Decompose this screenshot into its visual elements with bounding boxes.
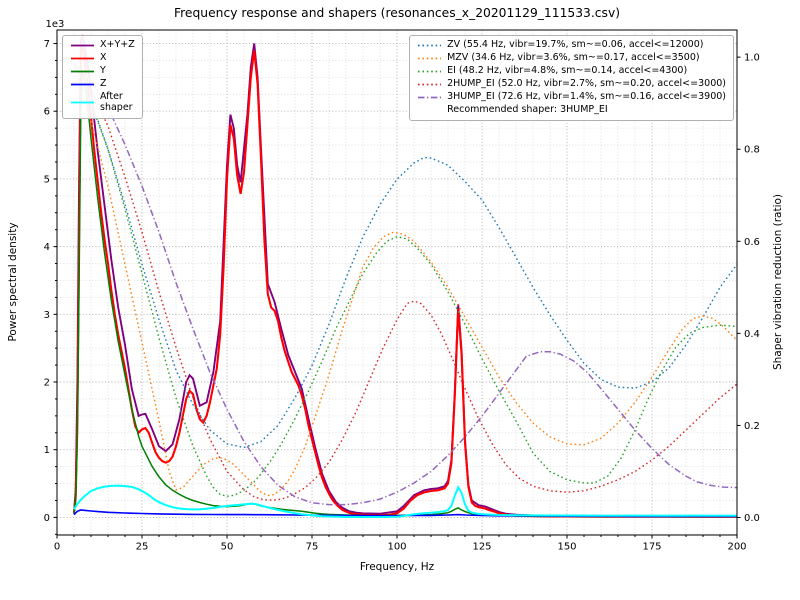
tick-label: 2 bbox=[44, 378, 50, 389]
tick-label: 0 bbox=[44, 513, 50, 524]
tick-label: 3 bbox=[44, 310, 50, 321]
tick-label: 100 bbox=[387, 542, 406, 553]
legend-item: X+Y+Z bbox=[70, 39, 135, 51]
series-z bbox=[73, 509, 737, 518]
y-axis-label-right: Shaper vibration reduction (ratio) bbox=[772, 194, 784, 370]
tick-label: 0 bbox=[54, 542, 60, 553]
tick-label: 75 bbox=[306, 542, 319, 553]
tick-marks bbox=[53, 43, 741, 539]
legend-item-label: X+Y+Z bbox=[100, 39, 135, 51]
series-after-shaper bbox=[73, 484, 737, 518]
series-zv bbox=[73, 63, 737, 449]
legend-line-sample bbox=[71, 57, 94, 60]
legend-item: MZV (34.6 Hz, vibr=3.6%, sm~=0.17, accel… bbox=[417, 52, 726, 64]
legend-item: Z bbox=[70, 78, 135, 90]
legend-item: 2HUMP_EI (52.0 Hz, vibr=2.7%, sm~=0.20, … bbox=[417, 78, 726, 90]
series-mzv bbox=[73, 75, 737, 497]
tick-label: 6 bbox=[44, 107, 50, 118]
legend-line-sample bbox=[418, 83, 442, 86]
legend-line-sample bbox=[418, 57, 442, 60]
legend-item-label: Z bbox=[100, 78, 107, 90]
series-2hump-ei bbox=[73, 65, 737, 501]
x-axis-label: Frequency, Hz bbox=[359, 561, 435, 573]
legend-line-sample bbox=[71, 102, 94, 104]
tick-label: 0.2 bbox=[744, 421, 760, 432]
legend-item: 3HUMP_EI (72.6 Hz, vibr=1.4%, sm~=0.16, … bbox=[417, 91, 726, 103]
legend-shapers: ZV (55.4 Hz, vibr=19.7%, sm~=0.06, accel… bbox=[409, 35, 734, 121]
legend-line-sample bbox=[418, 44, 442, 47]
tick-label: 150 bbox=[557, 542, 576, 553]
legend-item-label: 3HUMP_EI (72.6 Hz, vibr=1.4%, sm~=0.16, … bbox=[447, 91, 726, 103]
legend-item-label: ZV (55.4 Hz, vibr=19.7%, sm~=0.06, accel… bbox=[447, 39, 704, 51]
legend-item-label: X bbox=[100, 52, 107, 64]
tick-label: 1 bbox=[44, 445, 50, 456]
legend-item: X bbox=[70, 52, 135, 64]
series-y bbox=[73, 70, 737, 518]
tick-label: 175 bbox=[642, 542, 661, 553]
series-lines bbox=[72, 34, 737, 518]
tick-label: 5 bbox=[44, 174, 50, 185]
tick-label: 50 bbox=[221, 542, 234, 553]
y-axis-offset-text: 1e3 bbox=[46, 19, 65, 30]
recommended-shaper-note: Recommended shaper: 3HUMP_EI bbox=[417, 104, 726, 116]
legend-item: After shaper bbox=[70, 91, 135, 114]
legend-item-label: Y bbox=[100, 65, 106, 77]
tick-labels: 0 25 50 75 100 125 150 175 200 0 1 2 3 4 5 6 7 0.0 0.2 0.4 0… bbox=[44, 39, 760, 552]
tick-label: 0.6 bbox=[744, 237, 760, 248]
tick-label: 0.4 bbox=[744, 329, 760, 340]
legend-item: Y bbox=[70, 65, 135, 77]
tick-label: 7 bbox=[44, 39, 50, 50]
legend-item-label: Recommended shaper: 3HUMP_EI bbox=[447, 104, 608, 116]
tick-label: 125 bbox=[472, 542, 491, 553]
legend-line-sample bbox=[71, 83, 94, 86]
legend-line-sample bbox=[417, 105, 442, 116]
legend-line-sample bbox=[71, 44, 94, 47]
chart-title: Frequency response and shapers (resonanc… bbox=[173, 6, 621, 20]
legend-item: EI (48.2 Hz, vibr=4.8%, sm~=0.14, accel<… bbox=[417, 65, 726, 77]
series-ei bbox=[73, 70, 737, 498]
legend-item-label: 2HUMP_EI (52.0 Hz, vibr=2.7%, sm~=0.20, … bbox=[447, 78, 726, 90]
tick-label: 200 bbox=[727, 542, 746, 553]
legend-item-label: MZV (34.6 Hz, vibr=3.6%, sm~=0.17, accel… bbox=[447, 52, 700, 64]
tick-label: 25 bbox=[136, 542, 149, 553]
legend-psd: X+Y+Z X Y Z After shaper bbox=[62, 35, 143, 119]
legend-line-sample bbox=[418, 70, 442, 73]
legend-item: ZV (55.4 Hz, vibr=19.7%, sm~=0.06, accel… bbox=[417, 39, 726, 51]
legend-line-sample bbox=[418, 96, 442, 99]
legend-line-sample bbox=[71, 70, 94, 73]
tick-label: 4 bbox=[44, 242, 50, 253]
legend-item-label: EI (48.2 Hz, vibr=4.8%, sm~=0.14, accel<… bbox=[447, 65, 688, 77]
y-axis-label-left: Power spectral density bbox=[7, 222, 19, 341]
legend-item-label: After shaper bbox=[100, 91, 133, 113]
tick-label: 1.0 bbox=[744, 53, 760, 64]
tick-label: 0.0 bbox=[744, 513, 760, 524]
tick-label: 0.8 bbox=[744, 145, 760, 156]
